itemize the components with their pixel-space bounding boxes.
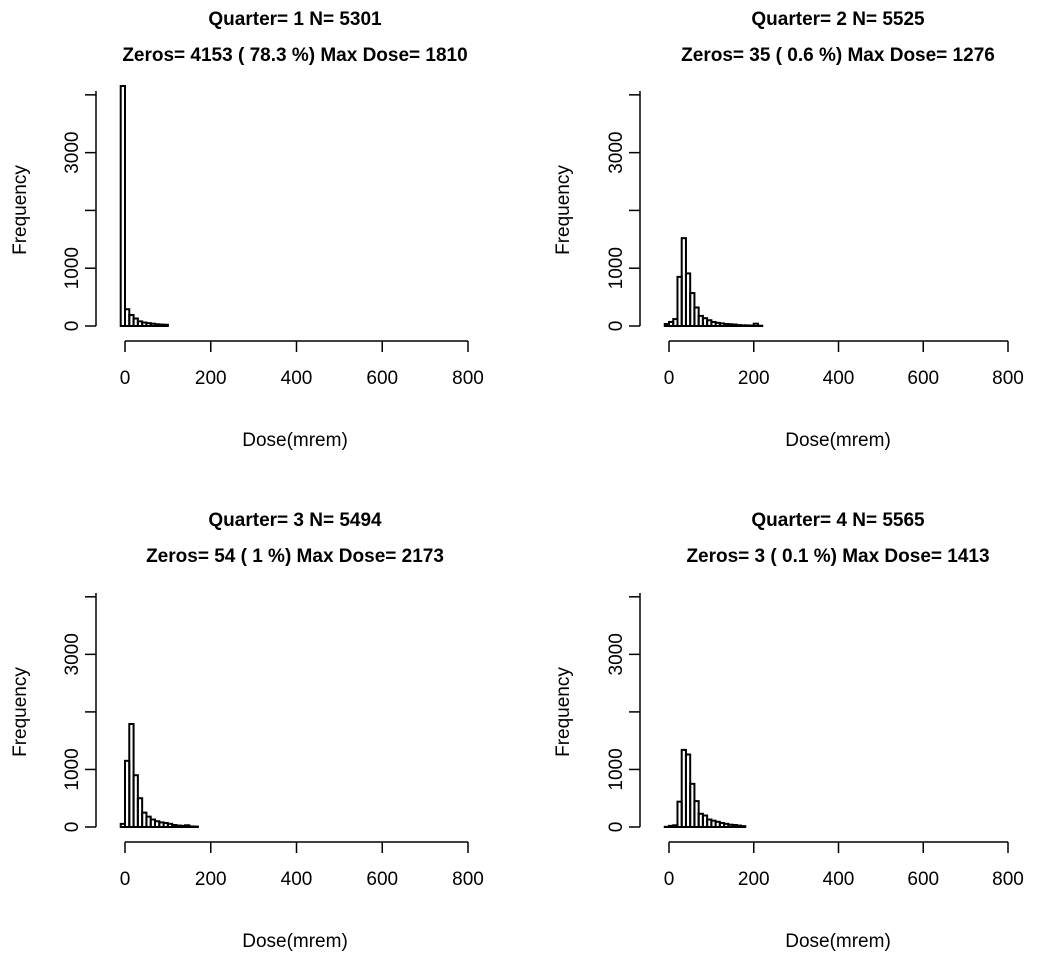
histogram-bar bbox=[740, 825, 747, 829]
y-axis: 0 1000 3000 bbox=[606, 91, 641, 332]
y-tick-label: 3000 bbox=[62, 131, 83, 173]
panel-title: Quarter= 4 N= 5565 bbox=[751, 510, 925, 531]
x-tick-label: 400 bbox=[281, 869, 313, 890]
x-tick-label: 0 bbox=[120, 869, 131, 890]
y-tick-label: 1000 bbox=[606, 748, 627, 790]
x-tick-label: 400 bbox=[823, 368, 855, 389]
y-axis-label: Frequency bbox=[10, 667, 31, 757]
x-tick-label: 600 bbox=[366, 869, 398, 890]
y-tick-label: 0 bbox=[606, 321, 627, 332]
histogram-panel-quarter-1: Quarter= 1 N= 5301 Zeros= 4153 ( 78.3 %)… bbox=[10, 9, 484, 451]
x-tick-label: 200 bbox=[195, 869, 227, 890]
x-tick-label: 800 bbox=[992, 869, 1024, 890]
y-tick-label: 3000 bbox=[606, 633, 627, 675]
y-tick-label: 1000 bbox=[606, 247, 627, 289]
x-tick-label: 0 bbox=[664, 368, 675, 389]
histogram-bars bbox=[663, 748, 747, 829]
x-tick-label: 800 bbox=[452, 368, 484, 389]
x-tick-label: 400 bbox=[281, 368, 313, 389]
y-axis: 0 1000 3000 bbox=[606, 593, 641, 833]
y-axis-label: Frequency bbox=[553, 667, 574, 757]
x-tick-label: 200 bbox=[738, 368, 770, 389]
x-tick-label: 0 bbox=[664, 869, 675, 890]
histogram-bar bbox=[162, 323, 169, 328]
histogram-bars bbox=[119, 722, 199, 829]
x-tick-label: 600 bbox=[907, 869, 939, 890]
y-tick-label: 3000 bbox=[606, 131, 627, 173]
x-axis-label: Dose(mrem) bbox=[242, 931, 348, 952]
x-tick-label: 800 bbox=[452, 869, 484, 890]
x-axis: 0 200 400 600 800 bbox=[120, 841, 484, 890]
x-axis-label: Dose(mrem) bbox=[785, 931, 891, 952]
x-tick-label: 800 bbox=[992, 368, 1024, 389]
panel-subtitle: Zeros= 3 ( 0.1 %) Max Dose= 1413 bbox=[686, 546, 989, 567]
x-axis: 0 200 400 600 800 bbox=[120, 340, 484, 389]
panel-title: Quarter= 3 N= 5494 bbox=[208, 510, 382, 531]
histogram-bar bbox=[119, 85, 127, 327]
y-tick-label: 1000 bbox=[62, 748, 83, 790]
x-tick-label: 200 bbox=[738, 869, 770, 890]
x-tick-label: 0 bbox=[120, 368, 131, 389]
histogram-panel-quarter-4: Quarter= 4 N= 5565 Zeros= 3 ( 0.1 %) Max… bbox=[553, 510, 1024, 952]
x-axis: 0 200 400 600 800 bbox=[664, 841, 1024, 890]
panel-subtitle: Zeros= 35 ( 0.6 %) Max Dose= 1276 bbox=[681, 45, 995, 66]
histogram-bars bbox=[119, 85, 169, 328]
x-axis: 0 200 400 600 800 bbox=[664, 340, 1024, 389]
y-axis-label: Frequency bbox=[10, 165, 31, 255]
panel-title: Quarter= 2 N= 5525 bbox=[751, 9, 925, 30]
x-axis-label: Dose(mrem) bbox=[785, 430, 891, 451]
x-axis-label: Dose(mrem) bbox=[242, 430, 348, 451]
x-tick-label: 400 bbox=[823, 869, 855, 890]
y-tick-label: 1000 bbox=[62, 247, 83, 289]
histogram-panel-quarter-2: Quarter= 2 N= 5525 Zeros= 35 ( 0.6 %) Ma… bbox=[553, 9, 1024, 451]
histogram-bars bbox=[663, 237, 764, 328]
y-tick-label: 0 bbox=[62, 822, 83, 833]
y-tick-label: 0 bbox=[606, 822, 627, 833]
x-tick-label: 600 bbox=[907, 368, 939, 389]
y-axis: 0 1000 3000 bbox=[62, 91, 97, 332]
y-tick-label: 0 bbox=[62, 321, 83, 332]
x-tick-label: 600 bbox=[366, 368, 398, 389]
histogram-panel-quarter-3: Quarter= 3 N= 5494 Zeros= 54 ( 1 %) Max … bbox=[10, 510, 484, 952]
x-tick-label: 200 bbox=[195, 368, 227, 389]
y-axis: 0 1000 3000 bbox=[62, 593, 97, 833]
panel-subtitle: Zeros= 54 ( 1 %) Max Dose= 2173 bbox=[146, 546, 444, 567]
panel-subtitle: Zeros= 4153 ( 78.3 %) Max Dose= 1810 bbox=[122, 45, 467, 66]
y-axis-label: Frequency bbox=[553, 165, 574, 255]
y-tick-label: 3000 bbox=[62, 633, 83, 675]
panel-title: Quarter= 1 N= 5301 bbox=[208, 9, 382, 30]
